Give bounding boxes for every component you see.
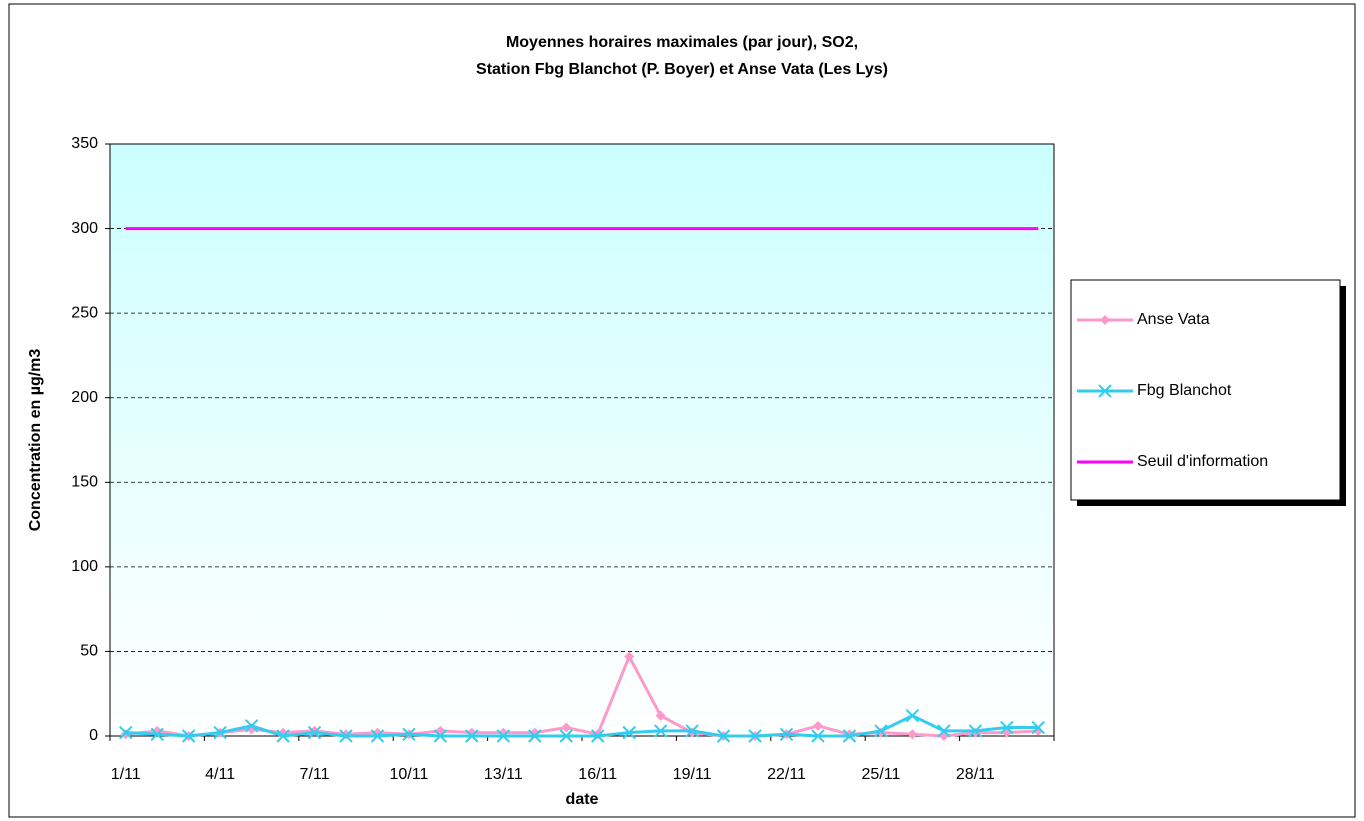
point xyxy=(968,724,983,738)
point xyxy=(655,710,666,721)
x-axis-title: date xyxy=(566,791,599,808)
point xyxy=(591,729,605,743)
x-tick-label: 16/11 xyxy=(578,766,617,783)
chart-title: Moyennes horaires maximales (par jour), … xyxy=(506,34,858,51)
point xyxy=(213,725,227,740)
x-tick-label: 7/11 xyxy=(300,766,330,783)
point xyxy=(339,729,353,743)
point xyxy=(937,724,951,738)
legend-marker xyxy=(1098,384,1112,398)
point xyxy=(528,729,542,743)
point xyxy=(716,729,731,743)
point xyxy=(907,729,918,740)
point xyxy=(874,724,888,738)
point xyxy=(779,727,794,742)
x-tick-label: 4/11 xyxy=(205,766,235,783)
point xyxy=(402,727,416,742)
plot-background xyxy=(110,144,1054,736)
x-tick-label: 22/11 xyxy=(767,766,806,783)
point xyxy=(496,729,511,743)
y-tick-label: 350 xyxy=(71,135,98,152)
series-line xyxy=(125,714,1039,738)
point xyxy=(653,724,668,738)
y-tick-label: 150 xyxy=(71,474,98,491)
point xyxy=(842,729,857,743)
point xyxy=(120,729,131,740)
point xyxy=(748,729,762,743)
point xyxy=(150,727,164,742)
point xyxy=(811,729,825,743)
y-tick-label: 50 xyxy=(80,643,98,660)
y-tick-label: 0 xyxy=(89,727,98,744)
legend-marker xyxy=(1100,315,1110,325)
x-tick-label: 19/11 xyxy=(673,766,712,783)
x-tick-label: 10/11 xyxy=(390,766,429,783)
y-tick-label: 200 xyxy=(71,389,98,406)
point xyxy=(1031,720,1045,735)
point xyxy=(559,729,573,743)
point xyxy=(622,725,636,740)
y-tick-label: 100 xyxy=(71,558,98,575)
point xyxy=(433,729,448,743)
point xyxy=(685,724,699,738)
point xyxy=(465,729,479,743)
point xyxy=(813,720,823,731)
point xyxy=(561,722,572,733)
chart-title: Station Fbg Blanchot (P. Boyer) et Anse … xyxy=(476,61,888,78)
point xyxy=(624,651,635,662)
point xyxy=(370,729,385,743)
point xyxy=(276,729,290,743)
point xyxy=(181,729,196,743)
point xyxy=(905,708,920,723)
y-tick-label: 300 xyxy=(71,220,98,237)
legend-label: Fbg Blanchot xyxy=(1137,382,1232,399)
x-tick-label: 28/11 xyxy=(956,766,995,783)
legend-label: Seuil d'information xyxy=(1137,453,1268,470)
x-tick-label: 25/11 xyxy=(862,766,901,783)
legend-label: Anse Vata xyxy=(1137,311,1210,328)
x-tick-label: 13/11 xyxy=(484,766,523,783)
point xyxy=(244,719,259,733)
point xyxy=(119,725,133,740)
point xyxy=(1000,720,1014,735)
x-tick-label: 1/11 xyxy=(111,766,141,783)
y-axis-title: Concentration en µg/m3 xyxy=(27,349,44,532)
point xyxy=(307,725,322,740)
y-tick-label: 250 xyxy=(71,304,98,321)
